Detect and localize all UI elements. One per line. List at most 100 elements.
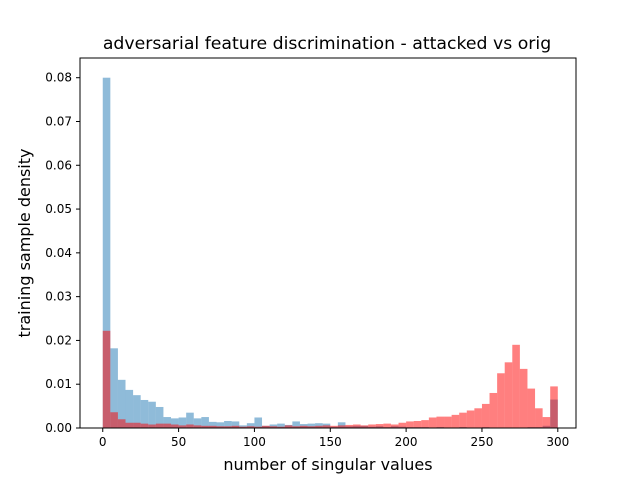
x-tick-label: 50: [171, 435, 186, 449]
histogram-bar-series-1-bin-32: [345, 424, 354, 428]
histogram-bar-series-0-bin-7: [155, 406, 164, 428]
histogram-bar-series-1-bin-3: [125, 422, 134, 428]
histogram-bar-series-0-bin-12: [193, 418, 202, 428]
histogram-bar-series-1-bin-23: [277, 426, 285, 428]
histogram-bar-series-0-bin-16: [224, 420, 232, 428]
histogram-bar-series-1-bin-30: [330, 425, 338, 428]
histogram-bar-series-1-bin-57: [535, 408, 543, 428]
histogram-bar-series-0-bin-2: [117, 379, 126, 428]
histogram-bar-series-0-bin-27: [307, 423, 316, 428]
x-tick-label: 150: [319, 435, 342, 449]
histogram-bar-series-1-bin-55: [519, 368, 528, 428]
histogram-bar-series-0-bin-31: [337, 422, 346, 428]
x-tick-label: 200: [395, 435, 418, 449]
histogram-bar-series-1-bin-18: [239, 426, 247, 428]
histogram-bar-series-1-bin-29: [322, 425, 331, 428]
histogram-bar-series-1-bin-47: [459, 412, 467, 428]
histogram-bar-series-1-bin-22: [269, 426, 278, 428]
histogram-bar-series-1-bin-36: [375, 424, 384, 428]
histogram-bar-series-1-bin-51: [489, 392, 498, 428]
histogram-bar-series-0-bin-10: [178, 417, 187, 428]
y-tick-label: 0.07: [45, 114, 72, 128]
y-tick-label: 0.03: [45, 290, 72, 304]
histogram-bar-series-1-bin-43: [428, 417, 437, 428]
histogram-bar-series-1-bin-38: [390, 424, 399, 428]
histogram-bar-series-1-bin-42: [421, 420, 429, 428]
histogram-bar-series-1-bin-12: [193, 425, 202, 428]
histogram-bar-series-1-bin-49: [474, 408, 482, 428]
histogram-bar-series-1-bin-2: [117, 419, 126, 428]
x-tick-label: 100: [243, 435, 266, 449]
histogram-bar-series-1-bin-10: [178, 425, 187, 428]
bars-layer: [102, 77, 558, 429]
histogram-bar-series-1-bin-15: [216, 426, 225, 428]
histogram-bar-series-1-bin-46: [451, 414, 460, 428]
x-tick-label: 0: [99, 435, 107, 449]
histogram-bar-series-0-bin-11: [186, 412, 194, 428]
x-axis-label: number of singular values: [223, 455, 432, 474]
y-axis-ticks: 0.00 0.01 0.02 0.03 0.04 0.05 0.06 0.07 0.08: [45, 71, 80, 435]
histogram-bar-series-1-bin-41: [413, 420, 422, 428]
histogram-bar-series-0-bin-4: [133, 395, 141, 428]
x-tick-label: 250: [471, 435, 494, 449]
histogram-bar-series-1-bin-33: [353, 424, 361, 428]
histogram-bar-series-1-bin-11: [186, 424, 194, 428]
y-tick-label: 0.00: [45, 421, 72, 435]
y-tick-label: 0.05: [45, 202, 72, 216]
histogram-bar-series-1-bin-59: [550, 386, 558, 428]
histogram-bar-series-1-bin-52: [497, 373, 505, 428]
y-axis-label: training sample density: [15, 149, 34, 338]
histogram-bar-series-1-bin-27: [307, 426, 316, 428]
histogram-bar-series-1-bin-31: [337, 425, 346, 428]
histogram-bar-series-1-bin-20: [254, 426, 263, 428]
histogram-bar-series-1-bin-48: [466, 410, 475, 428]
histogram-bar-series-1-bin-28: [315, 425, 323, 428]
histogram-bar-series-1-bin-40: [406, 421, 414, 428]
histogram-bar-series-1-bin-4: [133, 422, 141, 428]
histogram-bar-series-1-bin-25: [292, 426, 300, 428]
histogram-bar-series-0-bin-20: [254, 417, 263, 428]
histogram-bar-series-1-bin-37: [383, 423, 391, 428]
histogram-bar-series-0-bin-9: [171, 418, 179, 428]
histogram-bar-series-0-bin-6: [148, 401, 156, 428]
y-tick-label: 0.08: [45, 71, 72, 85]
plot-frame: [79, 57, 577, 429]
histogram-bar-series-1-bin-6: [148, 424, 156, 428]
histogram-bar-series-0-bin-5: [140, 399, 149, 428]
histogram-bar-series-1-bin-58: [542, 417, 551, 428]
histogram-bar-series-1-bin-26: [299, 425, 308, 428]
histogram-bar-series-0-bin-14: [208, 421, 217, 428]
y-tick-label: 0.06: [45, 158, 72, 172]
histogram-bar-series-1-bin-39: [398, 422, 407, 428]
y-tick-label: 0.04: [45, 246, 72, 260]
histogram-bar-series-0-bin-28: [315, 423, 323, 428]
histogram-bar-series-1-bin-14: [208, 425, 217, 428]
histogram-bar-series-0-bin-15: [216, 422, 225, 428]
histogram-bar-series-0-bin-17: [231, 421, 240, 428]
histogram-bar-series-1-bin-8: [163, 423, 172, 428]
histogram-bar-series-0-bin-23: [277, 423, 285, 428]
y-tick-label: 0.01: [45, 377, 72, 391]
histogram-bar-series-0-bin-3: [125, 389, 134, 428]
histogram-bar-series-0-bin-0: [102, 77, 111, 429]
histogram-bar-series-1-bin-7: [155, 423, 164, 428]
histogram-bar-series-0-bin-13: [201, 417, 209, 428]
histogram-bar-series-1-bin-19: [246, 426, 255, 428]
histogram-bar-series-1-bin-54: [512, 344, 520, 428]
histogram-bar-series-1-bin-5: [140, 423, 149, 428]
histogram-bar-series-1-bin-13: [201, 425, 209, 428]
x-tick-label: 300: [546, 435, 569, 449]
histogram-bar-series-1-bin-16: [224, 426, 232, 428]
x-axis-ticks: 0 50 100 150 200 250 300: [99, 428, 569, 449]
histogram-bar-series-1-bin-35: [368, 424, 376, 428]
histogram-bar-series-1-bin-34: [360, 425, 369, 428]
histogram-bar-series-1-bin-0: [102, 330, 111, 428]
histogram-bar-series-1-bin-9: [171, 424, 179, 428]
y-tick-label: 0.02: [45, 333, 72, 347]
histogram-bar-series-1-bin-53: [504, 362, 513, 428]
chart-title: adversarial feature discrimination - att…: [103, 34, 551, 54]
histogram-bar-series-1-bin-1: [110, 412, 118, 428]
histogram-bar-series-0-bin-8: [163, 417, 172, 428]
histogram-bar-series-1-bin-21: [262, 425, 270, 428]
histogram-bar-series-0-bin-25: [292, 421, 300, 428]
